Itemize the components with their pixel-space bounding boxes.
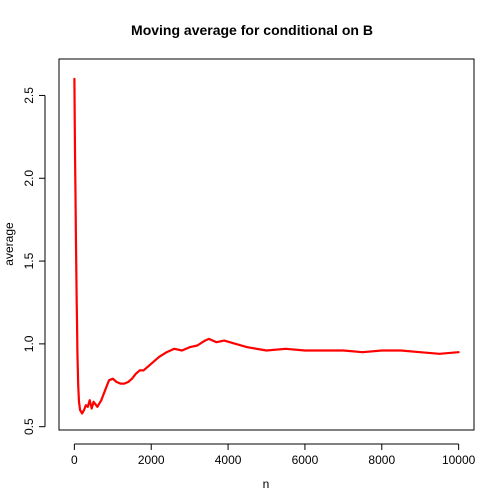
y-axis: 0.5 1.0 1.5 2.0 2.5	[22, 87, 46, 435]
y-tick-label: 0.5	[22, 418, 36, 435]
data-point	[100, 399, 103, 402]
data-point	[78, 400, 80, 403]
data-point	[74, 193, 77, 196]
data-point	[76, 367, 79, 370]
data-point	[215, 341, 218, 344]
data-point	[304, 349, 306, 352]
data-point	[74, 160, 76, 163]
data-point	[79, 409, 81, 411]
data-point	[73, 127, 76, 130]
data-point	[419, 351, 422, 354]
data-point	[361, 351, 364, 354]
data-point	[457, 351, 460, 354]
data-point	[208, 338, 210, 340]
data-point	[138, 369, 141, 372]
y-tick-label: 1.5	[22, 252, 36, 269]
x-tick-label: 6000	[292, 453, 319, 467]
series-line	[73, 77, 460, 415]
data-point	[380, 349, 383, 352]
data-point	[173, 347, 176, 350]
data-point	[400, 349, 402, 352]
data-point	[438, 352, 441, 355]
data-point	[188, 346, 191, 349]
data-point	[115, 381, 118, 383]
data-point	[131, 377, 133, 380]
data-point	[92, 400, 95, 403]
data-point	[323, 349, 325, 352]
data-point	[204, 339, 206, 342]
data-point	[284, 347, 287, 350]
data-point	[127, 381, 130, 383]
data-point	[119, 382, 122, 385]
data-point	[104, 389, 106, 392]
data-point	[246, 346, 249, 349]
data-point	[75, 235, 77, 238]
x-axis-label: n	[263, 477, 270, 491]
data-point	[76, 326, 78, 329]
data-point	[158, 356, 160, 358]
x-tick-label: 10000	[442, 453, 476, 467]
data-point	[165, 351, 168, 354]
data-point	[88, 399, 91, 402]
data-point	[234, 343, 237, 345]
data-point	[181, 349, 183, 352]
data-point	[135, 372, 137, 375]
chart-title: Moving average for conditional on B	[131, 22, 373, 38]
data-point	[123, 382, 126, 385]
data-point	[142, 369, 145, 372]
data-point	[75, 268, 78, 271]
y-tick-label: 2.0	[22, 170, 36, 187]
x-tick-label: 0	[71, 453, 78, 467]
data-point	[342, 349, 345, 352]
data-point	[83, 409, 85, 411]
data-point	[96, 405, 99, 408]
x-tick-label: 2000	[138, 453, 165, 467]
data-point	[388, 349, 391, 352]
data-point	[150, 362, 153, 365]
data-point	[108, 379, 110, 382]
data-point	[76, 351, 79, 354]
data-point	[81, 412, 83, 415]
y-tick-label: 1.0	[22, 335, 36, 352]
y-axis-label: average	[2, 222, 16, 266]
y-tick-label: 2.5	[22, 87, 36, 104]
data-point	[77, 384, 80, 387]
data-point	[86, 405, 89, 408]
data-point	[196, 344, 199, 347]
x-tick-label: 8000	[368, 453, 395, 467]
data-point	[75, 301, 78, 304]
data-point	[73, 78, 76, 80]
data-point	[111, 377, 114, 380]
x-tick-label: 4000	[215, 453, 242, 467]
x-axis: 0 2000 4000 6000 8000 10000	[71, 443, 476, 467]
data-point	[85, 404, 87, 407]
data-point	[223, 339, 226, 342]
data-point	[90, 407, 93, 410]
data-point	[73, 102, 76, 105]
data-point	[265, 349, 268, 352]
plot-frame	[58, 58, 475, 431]
series-layer	[73, 77, 460, 415]
